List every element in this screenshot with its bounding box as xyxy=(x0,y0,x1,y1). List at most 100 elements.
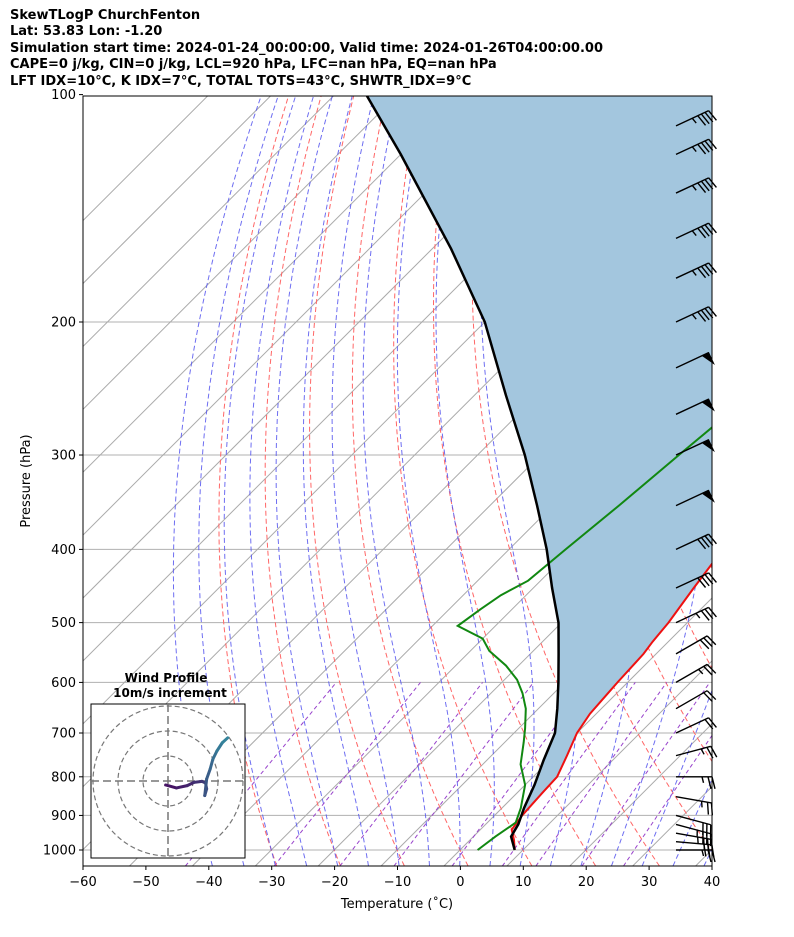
wind-barb xyxy=(675,489,715,507)
barb-flag xyxy=(700,610,710,621)
wind-barb xyxy=(675,745,718,759)
barb-half-flag xyxy=(700,748,705,755)
mixing-ratio-line xyxy=(339,682,483,866)
barb-pennant xyxy=(701,398,715,412)
barb-half-flag xyxy=(695,612,701,619)
barb-flag xyxy=(704,574,714,585)
wind-barb xyxy=(675,663,717,684)
dewpoint-line xyxy=(455,426,712,851)
chart-title: SkewTLogP ChurchFenton xyxy=(10,8,201,23)
y-tick-label: 200 xyxy=(51,316,76,331)
location-line: Lat: 53.83 Lon: -1.20 xyxy=(10,24,163,40)
mixing-ratio-line xyxy=(273,682,421,866)
barb-pennant xyxy=(701,439,715,453)
x-tick-label: −10 xyxy=(384,875,411,890)
x-tick-label: 30 xyxy=(641,875,658,890)
hodograph-segment xyxy=(164,783,178,790)
barb-flag xyxy=(700,575,710,587)
wind-barb xyxy=(675,177,717,194)
wind-barb xyxy=(675,814,712,838)
barb-staff xyxy=(675,572,709,589)
barb-flag xyxy=(708,717,717,728)
isotherm-line xyxy=(129,282,712,866)
x-tick-label: 40 xyxy=(704,875,721,890)
barb-flag xyxy=(697,115,707,126)
barb-flag xyxy=(708,177,717,188)
isotherm-line xyxy=(380,534,712,866)
barb-staff xyxy=(675,635,708,655)
barb-staff xyxy=(675,823,711,835)
mixing-ratio-line xyxy=(451,682,589,866)
barb-flag xyxy=(707,776,712,789)
y-tick-label: 800 xyxy=(51,770,76,785)
mixing-ratio-line xyxy=(535,682,668,866)
y-tick-label: 500 xyxy=(51,616,76,631)
y-axis-ticks: 1000 900 800 700 600 500 400 300 200 100 xyxy=(43,88,83,859)
x-tick-label: 10 xyxy=(515,875,532,890)
x-tick-label: 0 xyxy=(456,875,464,890)
isotherm-line xyxy=(758,95,794,866)
barb-flag xyxy=(704,308,714,319)
y-tick-label: 900 xyxy=(51,809,76,824)
dry-adiabat xyxy=(309,96,405,866)
wind-barb xyxy=(675,306,717,323)
barb-pennant xyxy=(701,351,715,365)
x-tick-label: −40 xyxy=(195,875,222,890)
y-tick-label: 1000 xyxy=(43,844,76,859)
hodograph-segment xyxy=(174,784,189,790)
moist-adiabat xyxy=(172,96,262,866)
barb-half-flag xyxy=(691,185,697,191)
barb-flag xyxy=(700,537,710,548)
wind-barb xyxy=(675,533,717,551)
hodograph-segment xyxy=(205,767,212,781)
y-tick-label: 300 xyxy=(51,449,76,464)
chart-header: SkewTLogP ChurchFenton Lat: 53.83 Lon: -… xyxy=(10,8,603,90)
barb-flag xyxy=(697,182,707,193)
barb-flag xyxy=(704,719,714,730)
hodograph-segment xyxy=(203,777,209,798)
isotherm-line xyxy=(83,96,523,536)
y-tick-label: 600 xyxy=(51,676,76,691)
dry-adiabat xyxy=(777,95,794,866)
barb-pennant xyxy=(701,489,715,503)
y-tick-label: 700 xyxy=(51,726,76,741)
barb-flag xyxy=(708,572,717,583)
wind-barb xyxy=(675,222,717,240)
hodograph-segment xyxy=(220,736,230,745)
wind-barb xyxy=(675,110,717,127)
mixing-ratio-line xyxy=(623,734,712,866)
hodograph-segment xyxy=(208,757,215,771)
barb-flag xyxy=(697,227,707,239)
barb-flag xyxy=(706,663,717,674)
x-axis-ticks: −60 −50 −40 −30 −20 −10 0 10 20 30 40 xyxy=(69,866,720,890)
wind-profile-inset: Wind Profile 10m/s increment xyxy=(90,671,246,859)
barb-flag xyxy=(700,142,710,153)
wind-barb xyxy=(675,439,715,456)
moist-adiabat xyxy=(331,96,400,866)
barb-flag xyxy=(708,262,717,274)
dry-adiabat xyxy=(745,95,794,866)
barb-flag xyxy=(704,224,714,235)
parcel-line xyxy=(365,96,560,851)
wind-barb xyxy=(675,606,717,624)
barb-flag xyxy=(704,111,714,123)
wind-barb xyxy=(675,398,715,415)
barb-flag xyxy=(706,690,717,701)
barb-half-flag xyxy=(691,270,697,276)
barb-half-flag xyxy=(701,849,705,857)
x-tick-label: 20 xyxy=(578,875,595,890)
x-tick-label: −20 xyxy=(321,875,348,890)
barb-flag xyxy=(704,140,714,151)
time-line: Simulation start time: 2024-01-24_00:00:… xyxy=(10,40,603,56)
barb-flag xyxy=(708,138,717,150)
barb-half-flag xyxy=(698,668,704,675)
dry-adiabat xyxy=(393,96,533,866)
index-line: LFT IDX=10°C, K IDX=7°C, TOTAL TOTS=43°C… xyxy=(10,73,472,89)
barb-flag xyxy=(708,306,717,317)
barb-flag xyxy=(697,143,707,155)
isotherm-line xyxy=(83,96,398,411)
wind-barb xyxy=(675,138,717,156)
barb-staff xyxy=(675,745,711,757)
dry-adiabat xyxy=(432,96,597,866)
